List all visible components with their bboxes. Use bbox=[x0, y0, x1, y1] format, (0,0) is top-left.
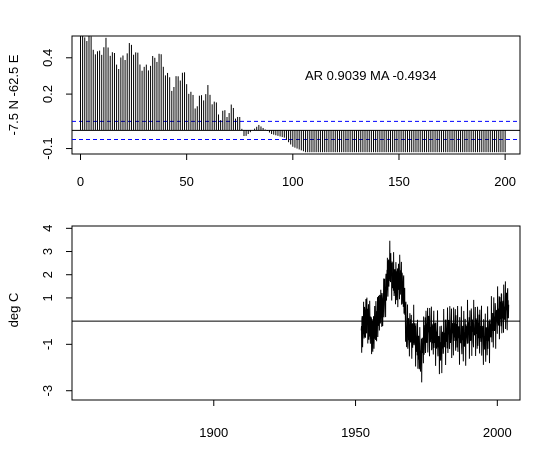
acf-x-tick-label: 100 bbox=[282, 174, 304, 189]
acf-x-tick-label: 150 bbox=[388, 174, 410, 189]
acf-y-axis: -0.1 0.2 0.4 bbox=[40, 49, 72, 160]
acf-y-tick-label: 0.2 bbox=[40, 85, 55, 103]
timeseries-x-axis: 1900 1950 2000 bbox=[199, 399, 512, 440]
timeseries-y-axis: -3 -1 1 2 3 4 bbox=[40, 225, 72, 397]
acf-y-axis-label: -7.5 N -62.5 E bbox=[6, 54, 21, 135]
timeseries-x-tick-label: 1900 bbox=[199, 425, 228, 440]
acf-x-tick-label: 50 bbox=[179, 174, 193, 189]
acf-y-tick-label: 0.4 bbox=[40, 49, 55, 67]
timeseries-y-axis-label: deg C bbox=[6, 293, 21, 328]
timeseries-panel: 1900 1950 2000 -3 -1 1 2 3 4 deg C bbox=[6, 225, 521, 440]
acf-bars bbox=[79, 36, 506, 153]
acf-x-axis: 0 50 100 150 200 bbox=[77, 153, 516, 189]
acf-model-annotation: AR 0.9039 MA -0.4934 bbox=[305, 68, 437, 83]
timeseries-y-tick-label: 4 bbox=[40, 225, 55, 232]
timeseries-y-tick-label: 1 bbox=[40, 294, 55, 301]
timeseries-y-tick-label: 3 bbox=[40, 248, 55, 255]
acf-plot-frame bbox=[71, 35, 521, 155]
acf-panel: 0 50 100 150 200 -0.1 0.2 0.4 AR 0.9039 MA -0.… bbox=[6, 35, 521, 189]
acf-x-tick-label: 200 bbox=[494, 174, 516, 189]
timeseries-x-tick-label: 2000 bbox=[483, 425, 512, 440]
timeseries-x-tick-label: 1950 bbox=[341, 425, 370, 440]
timeseries-plot-frame bbox=[71, 225, 521, 401]
acf-x-tick-label: 0 bbox=[77, 174, 84, 189]
acf-y-tick-label: -0.1 bbox=[40, 137, 55, 159]
timeseries-y-tick-label: -1 bbox=[40, 339, 55, 351]
timeseries-anomaly-line bbox=[360, 240, 510, 383]
timeseries-y-tick-label: -3 bbox=[40, 385, 55, 397]
timeseries-y-tick-label: 2 bbox=[40, 271, 55, 278]
